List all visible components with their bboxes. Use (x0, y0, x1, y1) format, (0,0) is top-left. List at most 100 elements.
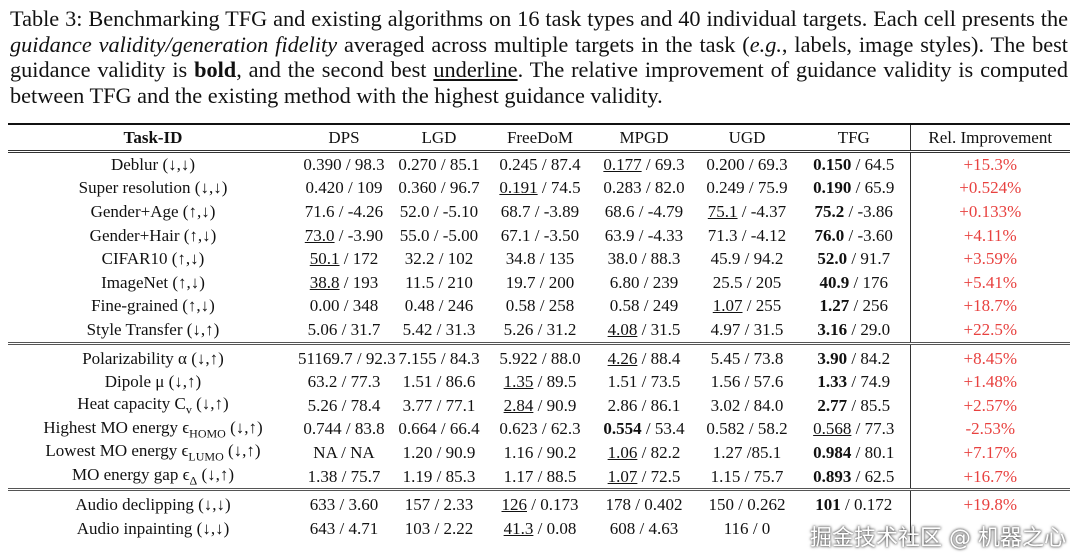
result-cell: 0.245 / 87.4 (488, 152, 592, 177)
table-row: Polarizability α (↓,↑) 51169.7 / 92.3 7.15… (8, 341, 1070, 371)
validity: 1.27 (819, 296, 850, 316)
task-label: Audio inpainting (↓,↓) (8, 517, 298, 541)
validity: 0.893 (813, 466, 852, 486)
caption-segment: , and the second best (236, 57, 434, 82)
result-cell: 25.5 / 205 (696, 271, 798, 295)
improvement (909, 516, 1070, 541)
result-cell: 2.84 / 90.9 (488, 394, 592, 418)
result-cell: 1.07 / 255 (696, 295, 798, 319)
fidelity: / NA (341, 442, 375, 462)
fidelity: / 74.9 (851, 372, 891, 392)
result-cell: 41.3 / 0.08 (488, 517, 592, 541)
column-header: DPS (298, 124, 390, 153)
task-label: CIFAR10 (↑,↓) (8, 247, 298, 271)
fidelity: / -4.33 (638, 225, 684, 245)
validity: 178 (605, 495, 632, 515)
result-cell: 6.80 / 239 (592, 271, 696, 295)
result-cell: 3.16 / 29.0 (798, 318, 910, 343)
validity: 0.190 (813, 178, 852, 198)
fidelity: / -3.89 (534, 201, 580, 221)
validity: 32.2 (404, 249, 435, 269)
label-subscript: HOMO (189, 426, 226, 441)
fidelity: / 88.4 (641, 348, 681, 368)
fidelity: / 176 (853, 272, 888, 292)
result-cell: 0.58 / 249 (592, 295, 696, 319)
task-label: Lowest MO energy ϵLUMO (↓,↑) (8, 441, 298, 465)
validity: 103 (404, 518, 431, 538)
validity: 126 (501, 495, 528, 515)
task-label: Fine-grained (↑,↓) (8, 295, 298, 319)
result-cell: 1.51 / 73.5 (592, 370, 696, 394)
fidelity: / 66.4 (440, 419, 480, 439)
result-cell: 71.3 / -4.12 (696, 224, 798, 248)
validity: 6.80 (609, 272, 640, 292)
improvement: -2.53% (909, 417, 1070, 442)
fidelity: / 77.3 (341, 372, 381, 392)
validity: 2.86 (607, 395, 638, 415)
result-cell: 7.155 / 84.3 (390, 341, 488, 371)
result-cell: 0.283 / 82.0 (592, 177, 696, 201)
fidelity: / 193 (343, 272, 379, 292)
fidelity: / 84.0 (744, 395, 784, 415)
table-row: Heat capacity Cv (↓,↑) 5.26 / 78.4 3.77 / … (8, 393, 1070, 418)
result-cell: 71.6 / -4.26 (298, 200, 390, 224)
validity: 1.19 (402, 466, 433, 486)
caption: Table 3: Benchmarking TFG and existing a… (10, 6, 1068, 108)
validity: 0.984 (813, 442, 852, 462)
result-cell: 3.90 / 84.2 (798, 341, 910, 371)
fidelity: / 85.1 (440, 154, 480, 174)
result-cell: 116 / 0 (696, 517, 798, 541)
fidelity: / 3.60 (339, 495, 379, 515)
improvement: +0.133% (909, 200, 1070, 224)
table-row: MO energy gap ϵΔ (↓,↑) 1.38 / 75.7 1.19 / … (8, 464, 1070, 490)
result-cell: 5.42 / 31.3 (390, 318, 488, 343)
table-body: Deblur (↓,↓) 0.390 / 98.3 0.270 / 85.1 0.24… (8, 151, 1070, 541)
fidelity: / 77.3 (855, 419, 895, 439)
fidelity: / -4.37 (741, 201, 787, 221)
fidelity: / -3.90 (338, 225, 384, 245)
result-cell: 38.8 / 193 (298, 271, 390, 295)
validity: 116 (723, 518, 749, 538)
result-cell: 1.35 / 89.5 (488, 370, 592, 394)
improvement: +2.57% (909, 393, 1070, 418)
fidelity: / 98.3 (345, 154, 385, 174)
result-cell: 633 / 3.60 (298, 488, 390, 517)
result-cell: 4.26 / 88.4 (592, 341, 696, 371)
result-cell: 52.0 / 91.7 (798, 247, 910, 271)
validity: 11.5 (405, 272, 435, 292)
result-cell: 0.744 / 83.8 (298, 418, 390, 442)
result-cell: 0.150 / 64.5 (798, 152, 910, 177)
result-cell: 11.5 / 210 (390, 271, 488, 295)
validity: 71.3 (707, 225, 738, 245)
task-label: Style Transfer (↓,↑) (8, 318, 298, 343)
fidelity: / 73.8 (744, 348, 784, 368)
validity: 1.07 (712, 296, 743, 316)
fidelity: / -3.86 (848, 201, 893, 221)
validity: 3.02 (710, 395, 741, 415)
validity: 0.245 (499, 154, 538, 174)
result-cell: 52.0 / -5.10 (390, 200, 488, 224)
validity: 0.744 (303, 419, 342, 439)
validity: 45.9 (710, 249, 741, 269)
improvement: +4.11% (909, 223, 1070, 248)
caption-segment: . The relative improvement of guidance v… (10, 57, 1069, 108)
label-text: Super resolution (↓,↓) (78, 178, 228, 198)
result-cell: 1.07 / 72.5 (592, 465, 696, 490)
result-cell: 1.17 / 88.5 (488, 465, 592, 490)
fidelity: / 64.5 (855, 154, 895, 174)
result-cell: 38.0 / 88.3 (592, 247, 696, 271)
label-text: MO energy gap ϵ (71, 464, 190, 484)
label-text: Style Transfer (↓,↑) (86, 319, 220, 339)
fidelity: / 205 (746, 272, 782, 292)
fidelity: / 172 (343, 249, 379, 269)
result-cell: 51169.7 / 92.3 (298, 341, 396, 371)
validity: 63.2 (307, 372, 338, 392)
improvement: +18.7% (909, 294, 1070, 319)
caption-segment: Table 3: (10, 6, 83, 31)
result-cell: 0.48 / 246 (390, 295, 488, 319)
result-cell: 4.08 / 31.5 (592, 318, 696, 343)
result-cell: 0.00 / 348 (298, 295, 390, 319)
validity: 1.17 (503, 466, 534, 486)
validity: 5.06 (307, 319, 338, 339)
